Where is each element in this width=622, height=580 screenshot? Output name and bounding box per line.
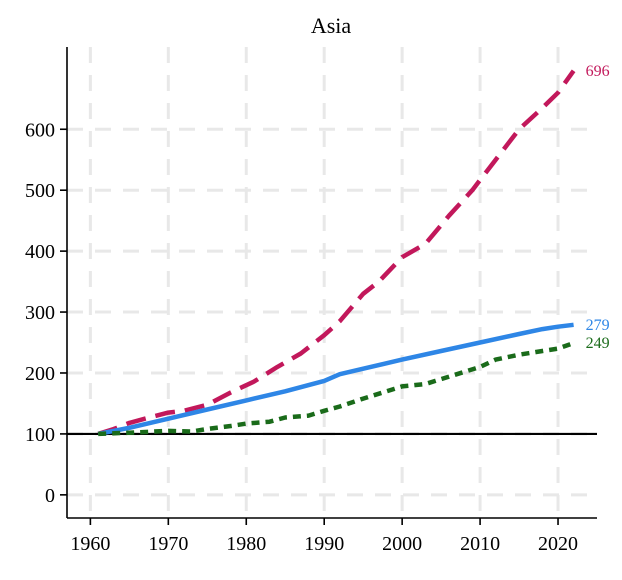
y-tick-label: 100 — [25, 424, 55, 446]
x-tick-label: 2010 — [460, 533, 500, 555]
series-end-label: 249 — [586, 335, 610, 352]
y-tick-label: 400 — [25, 241, 55, 263]
x-tick-label: 1980 — [226, 533, 266, 555]
x-tick-label: 2020 — [538, 533, 578, 555]
y-tick-label: 600 — [25, 119, 55, 141]
series-end-label: 279 — [586, 317, 610, 334]
y-tick-label: 0 — [45, 485, 55, 507]
x-tick-label: 2000 — [382, 533, 422, 555]
series-line-1 — [97, 69, 576, 437]
gridlines — [67, 47, 597, 518]
series-lines — [97, 69, 576, 437]
y-tick-label: 200 — [25, 363, 55, 385]
axes — [60, 47, 597, 525]
x-tick-label: 1970 — [148, 533, 188, 555]
tick-labels: 0 100 200 300 400 500 600 1960 1970 1980 1990 2000 2… — [25, 63, 610, 555]
x-tick-label: 1960 — [70, 533, 110, 555]
series-end-label: 696 — [586, 63, 610, 80]
x-tick-label: 1990 — [304, 533, 344, 555]
chart-title: Asia — [311, 13, 352, 38]
series-line-3 — [98, 340, 575, 437]
series-line-2 — [97, 322, 574, 437]
y-tick-label: 500 — [25, 180, 55, 202]
y-tick-label: 300 — [25, 302, 55, 324]
